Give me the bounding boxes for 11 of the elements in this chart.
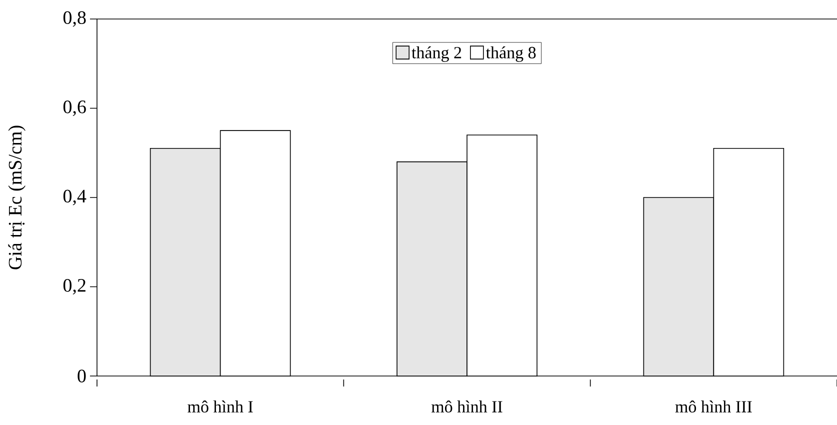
x-tick-label: mô hình III: [675, 400, 752, 413]
y-axis-title: Giá trị Ec (mS/cm): [8, 126, 26, 270]
y-tick-label: 0,6: [63, 100, 86, 116]
y-tick-label: 0,4: [63, 190, 86, 206]
y-tick-label: 0: [78, 370, 86, 382]
legend-label: tháng 8: [486, 46, 536, 62]
x-tick-label: mô hình II: [431, 400, 502, 413]
legend-label: tháng 2: [412, 46, 462, 62]
y-tick-label: 0,8: [63, 11, 86, 27]
x-tick-label: mô hình I: [188, 400, 253, 413]
y-tick-label: 0,2: [63, 278, 86, 295]
